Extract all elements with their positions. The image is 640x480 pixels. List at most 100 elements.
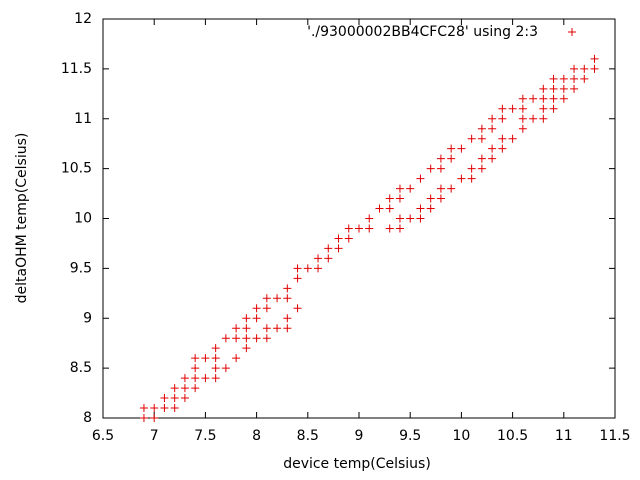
point	[385, 224, 394, 233]
point	[590, 54, 599, 63]
y-tick-label: 12	[74, 11, 92, 27]
point	[406, 184, 415, 193]
x-tick-label: 10	[452, 428, 470, 444]
point	[221, 334, 230, 343]
point	[406, 214, 415, 223]
point	[539, 104, 548, 113]
point	[529, 114, 538, 123]
point	[150, 414, 159, 422]
point	[539, 84, 548, 93]
point	[180, 394, 189, 403]
x-tick-label: 8	[252, 428, 261, 444]
point	[539, 114, 548, 123]
point	[314, 254, 323, 263]
point	[180, 374, 189, 383]
point	[242, 324, 251, 333]
point	[344, 234, 353, 243]
x-tick-label: 9	[355, 428, 364, 444]
point	[477, 154, 486, 163]
point	[170, 404, 179, 413]
point	[232, 334, 241, 343]
point	[488, 114, 497, 123]
point	[518, 124, 527, 133]
point	[191, 384, 200, 393]
y-tick-label: 8	[83, 410, 92, 426]
point	[385, 194, 394, 203]
point	[416, 204, 425, 213]
point	[488, 124, 497, 133]
x-tick-label: 10.5	[497, 428, 528, 444]
point	[549, 104, 558, 113]
point	[539, 94, 548, 103]
point	[232, 354, 241, 363]
point	[498, 144, 507, 153]
x-tick-label: 8.5	[297, 428, 319, 444]
point	[365, 224, 374, 233]
point	[477, 134, 486, 143]
point	[334, 234, 343, 243]
point	[344, 224, 353, 233]
x-tick-label: 7	[150, 428, 159, 444]
y-tick-label: 11.5	[61, 61, 92, 77]
point	[477, 164, 486, 173]
point	[488, 144, 497, 153]
point	[273, 324, 282, 333]
y-axis-label: deltaOHM temp(Celsius)	[14, 133, 30, 304]
point	[283, 284, 292, 293]
point	[467, 164, 476, 173]
plot-border	[102, 18, 616, 419]
point	[477, 124, 486, 133]
point	[252, 304, 261, 313]
point	[395, 184, 404, 193]
point	[262, 324, 271, 333]
point	[447, 144, 456, 153]
point	[324, 244, 333, 253]
y-tick-label: 9.5	[70, 260, 92, 276]
point	[385, 204, 394, 213]
x-axis-label: device temp(Celsius)	[283, 456, 431, 472]
x-tick-label: 6.5	[92, 428, 114, 444]
point	[375, 204, 384, 213]
point	[365, 214, 374, 223]
point	[570, 64, 579, 73]
x-tick-label: 7.5	[194, 428, 216, 444]
point	[467, 134, 476, 143]
point	[498, 104, 507, 113]
point	[191, 364, 200, 373]
point	[590, 64, 599, 73]
point	[559, 84, 568, 93]
point	[221, 364, 230, 373]
point	[436, 154, 445, 163]
point	[395, 194, 404, 203]
y-tick-label: 9	[83, 310, 92, 326]
point	[426, 194, 435, 203]
point	[447, 184, 456, 193]
point	[498, 134, 507, 143]
x-tick-label: 11	[555, 428, 573, 444]
point	[211, 374, 220, 383]
point	[180, 384, 189, 393]
point	[457, 174, 466, 183]
point	[508, 134, 517, 143]
point	[436, 194, 445, 203]
point	[252, 314, 261, 323]
y-tick-label: 10	[74, 211, 92, 227]
point	[580, 64, 589, 73]
point	[303, 264, 312, 273]
point	[559, 74, 568, 83]
point	[395, 214, 404, 223]
point	[334, 244, 343, 253]
x-tick-label: 11.5	[599, 428, 630, 444]
point	[139, 404, 148, 413]
point	[293, 304, 302, 313]
point	[436, 164, 445, 173]
legend-label: './93000002BB4CFC28' using 2:3	[307, 24, 538, 40]
point	[242, 314, 251, 323]
point	[191, 374, 200, 383]
point	[191, 354, 200, 363]
point	[570, 74, 579, 83]
point	[242, 344, 251, 353]
point	[150, 404, 159, 413]
point	[160, 404, 169, 413]
